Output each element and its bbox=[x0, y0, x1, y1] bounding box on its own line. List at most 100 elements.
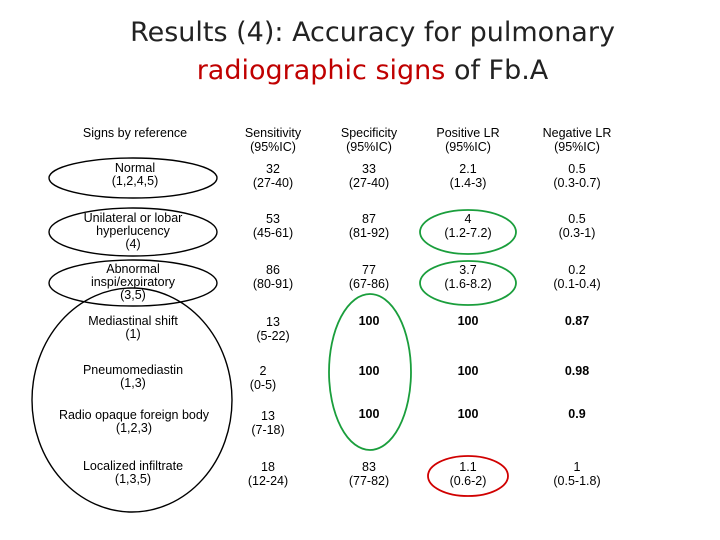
header-positive-lr: Positive LR (95%IC) bbox=[413, 126, 523, 154]
cell-value: 3.7 bbox=[459, 263, 477, 277]
header-positive-lr-sub: (95%IC) bbox=[445, 140, 491, 154]
title-red-text: radiographic signs bbox=[196, 55, 446, 86]
cell-value: 0.98 bbox=[564, 364, 590, 378]
cell-ci: (0-5) bbox=[249, 378, 277, 392]
cell-sensitivity: 2 (0-5) bbox=[208, 364, 318, 392]
cell-sensitivity: 13 (7-18) bbox=[213, 409, 323, 437]
cell-value: 33 bbox=[362, 162, 376, 176]
cell-specificity: 100 bbox=[314, 407, 424, 421]
cell-value: 86 bbox=[266, 263, 280, 277]
cell-negative-lr: 0.5 (0.3-0.7) bbox=[522, 162, 632, 190]
cell-negative-lr: 0.5 (0.3-1) bbox=[522, 212, 632, 240]
cell-ci: (0.1-0.4) bbox=[553, 277, 601, 291]
cell-value: 0.2 bbox=[568, 263, 586, 277]
header-positive-lr-label: Positive LR bbox=[436, 126, 500, 140]
cell-specificity: 77 (67-86) bbox=[314, 263, 424, 291]
header-sensitivity-sub: (95%IC) bbox=[250, 140, 296, 154]
cell-value: 0.9 bbox=[568, 407, 586, 421]
cell-specificity: 100 bbox=[314, 364, 424, 378]
cell-ci: (77-82) bbox=[348, 474, 390, 488]
header-specificity-sub: (95%IC) bbox=[346, 140, 392, 154]
header-negative-lr: Negative LR (95%IC) bbox=[522, 126, 632, 154]
cell-ci: (45-61) bbox=[252, 226, 294, 240]
cell-negative-lr: 0.87 bbox=[522, 314, 632, 328]
title-rest-text: of Fb.A bbox=[445, 55, 549, 86]
row-label-localized-infiltrate: Localized infiltrate (1,3,5) bbox=[48, 460, 218, 486]
cell-value: 100 bbox=[358, 407, 380, 421]
row-label-pneumomediastin: Pneumomediastin (1,3) bbox=[48, 364, 218, 390]
header-sensitivity-label: Sensitivity bbox=[244, 126, 302, 140]
cell-value: 2 bbox=[259, 364, 267, 378]
row-label-ref: (1,3,5) bbox=[114, 472, 152, 486]
row-label-ref: (4) bbox=[125, 237, 141, 251]
cell-value: 4 bbox=[464, 212, 472, 226]
cell-value: 18 bbox=[261, 460, 275, 474]
cell-ci: (0.5-1.8) bbox=[553, 474, 601, 488]
cell-ci: (5-22) bbox=[256, 329, 290, 343]
cell-positive-lr: 1.1 (0.6-2) bbox=[413, 460, 523, 488]
row-label-foreign-body: Radio opaque foreign body (1,2,3) bbox=[45, 409, 223, 435]
cell-ci: (12-24) bbox=[247, 474, 289, 488]
header-negative-lr-sub: (95%IC) bbox=[554, 140, 600, 154]
cell-ci: (0.6-2) bbox=[449, 474, 487, 488]
cell-value: 53 bbox=[266, 212, 280, 226]
cell-sensitivity: 53 (45-61) bbox=[218, 212, 328, 240]
cell-value: 32 bbox=[266, 162, 280, 176]
cell-positive-lr: 2.1 (1.4-3) bbox=[413, 162, 523, 190]
cell-value: 100 bbox=[358, 364, 380, 378]
cell-value: 13 bbox=[266, 315, 280, 329]
cell-value: 1.1 bbox=[459, 460, 477, 474]
header-signs: Signs by reference bbox=[60, 126, 210, 140]
cell-positive-lr: 100 bbox=[413, 314, 523, 328]
cell-ci: (27-40) bbox=[348, 176, 390, 190]
cell-value: 100 bbox=[457, 314, 479, 328]
header-negative-lr-label: Negative LR bbox=[542, 126, 612, 140]
header-specificity: Specificity (95%IC) bbox=[314, 126, 424, 154]
cell-negative-lr: 0.9 bbox=[522, 407, 632, 421]
cell-value: 1 bbox=[573, 460, 581, 474]
cell-specificity: 83 (77-82) bbox=[314, 460, 424, 488]
cell-positive-lr: 100 bbox=[413, 364, 523, 378]
cell-negative-lr: 1 (0.5-1.8) bbox=[522, 460, 632, 488]
cell-value: 100 bbox=[457, 407, 479, 421]
cell-positive-lr: 4 (1.2-7.2) bbox=[413, 212, 523, 240]
cell-ci: (7-18) bbox=[251, 423, 285, 437]
slide-title: Results (4): Accuracy for pulmonary radi… bbox=[0, 14, 720, 90]
cell-ci: (80-91) bbox=[252, 277, 294, 291]
cell-value: 87 bbox=[362, 212, 376, 226]
header-signs-label: Signs by reference bbox=[82, 126, 188, 140]
cell-positive-lr: 3.7 (1.6-8.2) bbox=[413, 263, 523, 291]
row-label-ref: (1,3) bbox=[120, 376, 146, 390]
title-line-1: Results (4): Accuracy for pulmonary bbox=[130, 17, 615, 48]
cell-specificity: 33 (27-40) bbox=[314, 162, 424, 190]
row-label-ref: (1,2,3) bbox=[115, 421, 153, 435]
cell-value: 0.5 bbox=[568, 162, 586, 176]
row-label-normal: Normal (1,2,4,5) bbox=[50, 162, 220, 188]
cell-value: 13 bbox=[261, 409, 275, 423]
cell-negative-lr: 0.98 bbox=[522, 364, 632, 378]
cell-ci: (1.6-8.2) bbox=[444, 277, 492, 291]
header-specificity-label: Specificity bbox=[340, 126, 398, 140]
row-label-ref: (3,5) bbox=[120, 288, 146, 302]
cell-ci: (27-40) bbox=[252, 176, 294, 190]
cell-ci: (1.4-3) bbox=[449, 176, 487, 190]
cell-value: 77 bbox=[362, 263, 376, 277]
cell-ci: (1.2-7.2) bbox=[444, 226, 492, 240]
cell-sensitivity: 32 (27-40) bbox=[218, 162, 328, 190]
cell-specificity: 87 (81-92) bbox=[314, 212, 424, 240]
row-label-mediastinal-shift: Mediastinal shift (1) bbox=[48, 315, 218, 341]
cell-sensitivity: 86 (80-91) bbox=[218, 263, 328, 291]
cell-negative-lr: 0.2 (0.1-0.4) bbox=[522, 263, 632, 291]
cell-sensitivity: 13 (5-22) bbox=[218, 315, 328, 343]
cell-positive-lr: 100 bbox=[413, 407, 523, 421]
cell-specificity: 100 bbox=[314, 314, 424, 328]
cell-value: 0.87 bbox=[564, 314, 590, 328]
row-label-hyperlucency: Unilateral or lobar hyperlucency (4) bbox=[48, 212, 218, 251]
cell-ci: (67-86) bbox=[348, 277, 390, 291]
cell-sensitivity: 18 (12-24) bbox=[213, 460, 323, 488]
cell-value: 83 bbox=[362, 460, 376, 474]
cell-value: 0.5 bbox=[568, 212, 586, 226]
row-label-ref: (1,2,4,5) bbox=[111, 174, 159, 188]
cell-value: 100 bbox=[457, 364, 479, 378]
cell-ci: (0.3-0.7) bbox=[553, 176, 601, 190]
